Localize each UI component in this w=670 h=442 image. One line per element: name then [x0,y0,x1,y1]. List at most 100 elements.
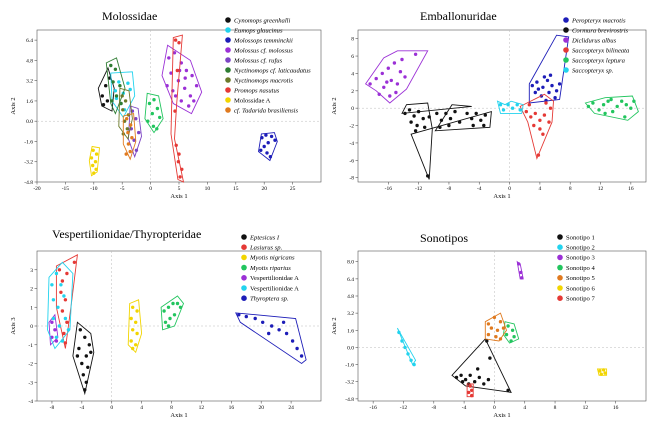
data-point [92,171,96,175]
data-point [629,106,633,110]
data-point [190,73,194,78]
y-tick-label: 6.4 [347,277,354,283]
data-point [131,305,135,309]
data-point [125,127,129,131]
data-point [477,375,481,380]
data-point [180,167,184,171]
data-point [175,301,180,306]
data-point [131,328,135,332]
convex-hull [161,44,203,115]
data-point [548,73,553,77]
x-axis-label: Axis 1 [493,412,510,419]
data-point [50,320,54,324]
x-tick-label: 0 [493,405,496,411]
series-6 [596,368,608,376]
data-point [506,324,510,328]
data-point [544,101,548,105]
data-point [169,71,173,75]
data-point [129,123,133,127]
data-point [465,111,469,116]
data-point [126,81,130,85]
data-point [470,393,474,398]
data-point [486,377,491,382]
data-point [510,328,515,332]
data-point [620,99,624,103]
data-point [488,356,492,360]
data-point [167,56,171,60]
legend-label: Nyctinomops cf. laticaudatus [233,67,311,74]
y-tick-label: 0.0 [26,119,33,125]
legend-marker [225,97,231,103]
legend-label: Vespertilionidae A [250,285,299,292]
legend-marker [241,244,247,250]
x-tick-label: 24 [288,405,294,411]
legend-label: cf. Tadarida brasiliensis [234,107,298,114]
convex-hull [364,50,429,104]
series-1 [451,338,512,393]
data-point [59,290,63,294]
legend-marker [557,254,563,261]
legend-label: Myotis nigricans [249,255,295,262]
legend-marker [557,275,563,281]
data-point [168,316,172,321]
y-tick-label: 0 [30,324,33,330]
data-point [62,294,66,298]
data-point [50,283,54,287]
data-point [183,76,187,80]
data-point [476,367,480,371]
series-9 [88,145,100,177]
legend-label: Saccopteryx bilineata [572,47,630,54]
x-tick-label: 20 [261,186,267,192]
data-point [542,113,547,117]
data-point [517,262,521,266]
data-point [56,305,60,309]
series-3 [516,260,524,280]
legend-marker [225,57,231,63]
legend-label: Saccopteryx leptura [572,57,626,64]
x-tick-label: -15 [62,186,70,192]
y-tick-label: -2 [349,124,354,130]
x-tick-label: 25 [290,186,296,192]
data-point [403,111,407,116]
data-point [63,298,68,302]
data-point [100,94,105,98]
data-point [538,127,542,131]
data-point [124,152,128,156]
data-point [89,156,94,160]
data-point [65,320,69,324]
convex-hull [110,71,136,119]
convex-hull [118,87,133,140]
data-point [533,111,537,116]
legend-marker [557,285,563,291]
convex-hull [55,253,78,349]
data-point [529,115,533,119]
data-point [299,354,304,358]
legend-marker [563,47,569,53]
data-point [51,316,56,321]
data-point [75,354,80,358]
series-4 [503,321,520,344]
data-point [237,313,241,317]
y-tick-label: -3 [28,380,33,386]
data-point [118,84,122,88]
data-point [447,123,451,128]
data-point [586,104,591,109]
data-point [66,328,71,332]
series-4 [519,93,554,160]
data-point [266,141,270,145]
data-point [454,375,459,380]
data-point [135,309,139,313]
x-tick-label: -16 [369,405,377,411]
data-point [467,390,471,395]
data-point [89,350,93,354]
data-point [83,388,87,392]
data-point [265,151,269,155]
data-point [54,339,59,343]
x-tick-label: 8 [554,405,557,411]
data-point [65,271,69,276]
data-point [134,148,139,152]
legend-label: Thyroptera sp. [250,296,289,303]
data-point [78,328,83,332]
data-point [394,90,398,95]
plot-frame [357,250,647,402]
